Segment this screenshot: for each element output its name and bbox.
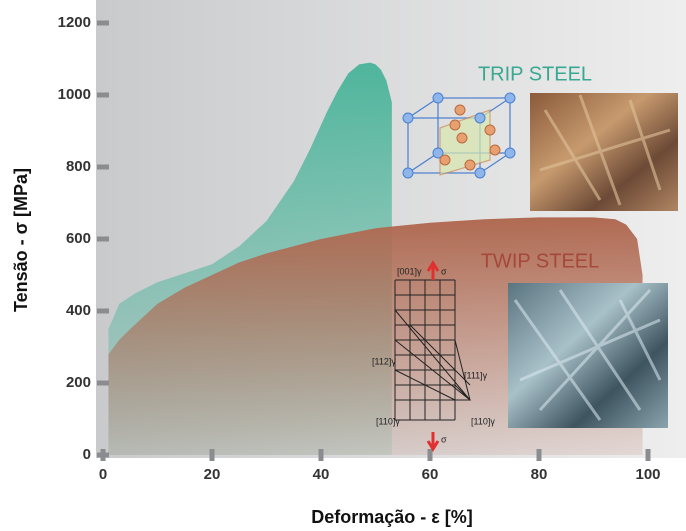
annotation: [110]γ xyxy=(471,416,495,426)
y-tick-label: 1000 xyxy=(58,86,91,103)
x-tick-label: 40 xyxy=(313,466,330,483)
y-axis-label: Tensão - σ [MPa] xyxy=(11,168,31,312)
series-label: TRIP STEEL xyxy=(478,63,592,85)
y-tick-label: 200 xyxy=(66,374,91,391)
x-tick-label: 60 xyxy=(422,466,439,483)
x-tick xyxy=(537,449,542,461)
y-tick-label: 600 xyxy=(66,230,91,247)
x-tick xyxy=(646,449,651,461)
x-tick xyxy=(210,449,215,461)
x-tick xyxy=(428,449,433,461)
annotation: σ xyxy=(441,266,447,276)
annotation: [111]γ xyxy=(464,370,488,380)
y-tick-label: 800 xyxy=(66,158,91,175)
annotation: [001]γ xyxy=(397,266,422,276)
x-axis-label: Deformação - ε [%] xyxy=(311,507,473,527)
y-tick-label: 0 xyxy=(83,446,91,463)
y-tick-label: 1200 xyxy=(58,14,91,31)
x-tick-label: 100 xyxy=(635,466,660,483)
x-tick xyxy=(101,449,106,461)
annotation: σ xyxy=(441,434,447,444)
trip-micrograph xyxy=(530,93,678,211)
y-tick xyxy=(97,309,109,314)
x-tick xyxy=(319,449,324,461)
series-label: TWIP STEEL xyxy=(481,250,600,272)
annotation: [112]γ xyxy=(372,356,396,366)
y-tick-label: 400 xyxy=(66,302,91,319)
y-tick xyxy=(97,93,109,98)
x-tick-label: 20 xyxy=(204,466,221,483)
x-tick-label: 0 xyxy=(99,466,107,483)
y-tick xyxy=(97,165,109,170)
chart: Deformação - ε [%] Tensão - σ [MPa] 0200… xyxy=(0,0,686,531)
annotation: [110]γ xyxy=(376,416,400,426)
x-tick-label: 80 xyxy=(531,466,548,483)
y-tick xyxy=(97,21,109,26)
y-tick xyxy=(97,237,109,242)
y-tick xyxy=(97,381,109,386)
